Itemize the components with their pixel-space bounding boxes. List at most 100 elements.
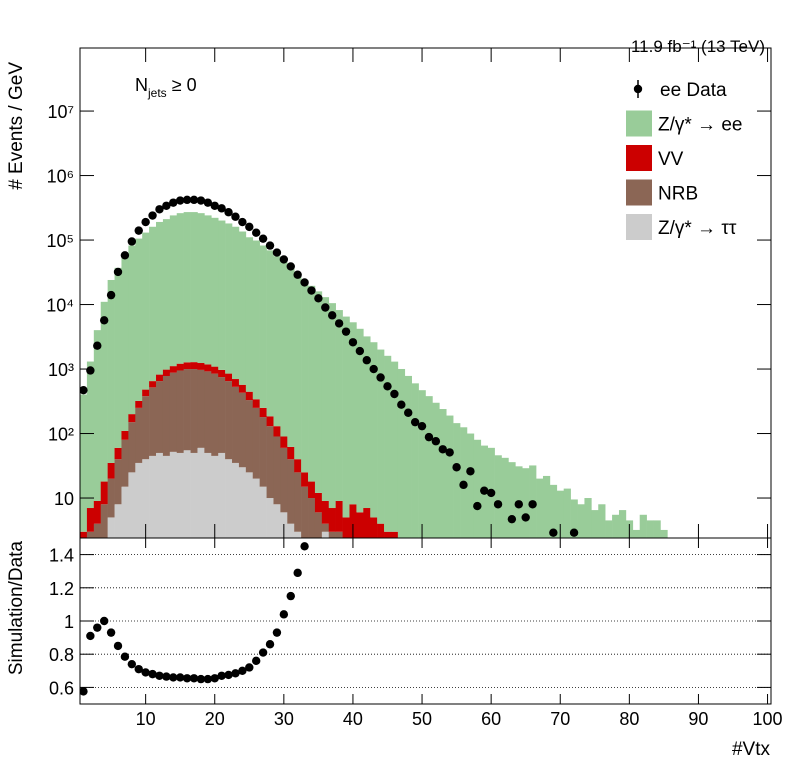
histogram-bar xyxy=(605,520,613,538)
histogram-bar xyxy=(245,391,254,401)
histogram-bar xyxy=(80,394,88,532)
histogram-bar xyxy=(80,531,88,538)
ratio-point xyxy=(169,673,178,682)
histogram-bar xyxy=(363,336,371,509)
ratio-point xyxy=(113,641,123,651)
histogram-bar xyxy=(218,369,226,378)
data-point xyxy=(169,198,178,207)
ratio-point xyxy=(196,674,206,684)
data-point xyxy=(473,501,482,511)
data-point xyxy=(238,217,247,227)
ratio-point xyxy=(217,671,226,680)
histogram-bar xyxy=(273,256,281,427)
histogram-bar xyxy=(377,523,385,538)
ratio-point xyxy=(279,610,289,619)
histogram-bar xyxy=(259,245,267,408)
histogram-bar xyxy=(100,481,108,505)
histogram-bar xyxy=(142,389,150,397)
x-tick-label: 90 xyxy=(688,709,708,729)
ratio-point xyxy=(293,568,302,578)
histogram-bar xyxy=(135,407,143,463)
histogram-bar xyxy=(577,504,585,538)
histogram-bar xyxy=(176,370,184,453)
histogram-bar xyxy=(314,492,323,513)
data-point xyxy=(328,311,337,320)
y-tick-label: 10³ xyxy=(48,360,74,380)
histogram-bar xyxy=(114,267,122,448)
histogram-bar xyxy=(169,366,178,373)
histogram-bar xyxy=(121,486,129,538)
histogram-bar xyxy=(536,478,544,538)
y-tick-label: 1.2 xyxy=(49,579,74,599)
data-point xyxy=(293,270,302,279)
data-point xyxy=(252,228,261,237)
histogram-bar xyxy=(287,446,295,460)
histogram-bar xyxy=(176,363,184,371)
histogram-bar xyxy=(301,279,309,473)
histogram-bar xyxy=(156,374,164,382)
histogram-bar xyxy=(370,517,378,538)
y-tick-label: 10 xyxy=(54,489,74,509)
histogram-bar xyxy=(370,342,378,518)
histogram-bar xyxy=(273,436,281,505)
histogram-bar xyxy=(190,452,198,538)
histogram-bar xyxy=(321,297,330,501)
main-plot xyxy=(80,195,668,538)
histogram-bar xyxy=(162,369,171,376)
histogram-bar xyxy=(342,316,350,518)
data-point xyxy=(459,480,468,490)
histogram-bar xyxy=(176,213,184,364)
histogram-bar xyxy=(218,377,226,453)
data-point xyxy=(480,486,489,495)
data-point xyxy=(127,237,137,246)
histogram-bar xyxy=(259,407,267,418)
histogram-bar xyxy=(128,472,136,538)
data-point xyxy=(569,528,579,537)
ratio-point xyxy=(224,670,233,680)
histogram-bar xyxy=(190,362,198,370)
histogram-bar xyxy=(308,498,316,538)
histogram-bar xyxy=(446,415,454,538)
data-point xyxy=(196,196,206,205)
histogram-bar xyxy=(335,310,343,501)
histogram-bar xyxy=(349,322,357,505)
data-point xyxy=(141,217,150,227)
histogram-bar xyxy=(149,387,157,456)
histogram-bar xyxy=(107,517,115,538)
histogram-bar xyxy=(280,436,288,448)
histogram-bar xyxy=(411,383,419,538)
data-point xyxy=(113,267,123,277)
ratio-point xyxy=(231,669,240,678)
histogram-bar xyxy=(149,381,157,388)
category-condition: ≥ 0 xyxy=(167,75,197,95)
histogram-bar xyxy=(328,531,336,538)
category-label: Njets ≥ 0 xyxy=(135,75,197,100)
data-point xyxy=(203,198,213,207)
histogram-bar xyxy=(384,355,392,532)
x-tick-label: 50 xyxy=(412,709,432,729)
histogram-bar xyxy=(245,400,254,473)
histogram-bar xyxy=(660,529,668,538)
histogram-bar xyxy=(169,451,178,538)
histogram-bar xyxy=(259,417,267,487)
ratio-point xyxy=(155,671,164,680)
histogram-bar xyxy=(204,215,212,365)
data-point xyxy=(486,488,496,498)
histogram-bar xyxy=(390,361,399,532)
histogram-bar xyxy=(356,328,364,513)
histogram-bar xyxy=(266,426,274,499)
histogram-bar xyxy=(86,361,95,509)
histogram-bar xyxy=(404,375,412,538)
ratio-point xyxy=(252,656,261,666)
x-tick-label: 80 xyxy=(619,709,639,729)
legend-label: Z/γ* → ττ xyxy=(658,218,737,239)
histogram-bar xyxy=(197,363,205,370)
histogram-bar xyxy=(259,486,267,538)
histogram-bar xyxy=(149,455,157,538)
histogram-bar xyxy=(494,455,502,538)
histogram-bar xyxy=(349,504,357,538)
histogram-bar xyxy=(363,508,371,538)
histogram-bar xyxy=(612,514,620,538)
data-point xyxy=(210,201,219,210)
histogram-bar xyxy=(128,422,136,473)
